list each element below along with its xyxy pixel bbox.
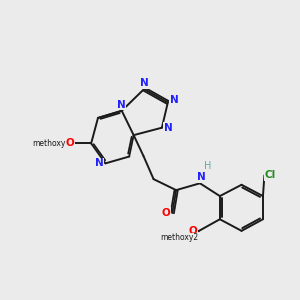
Text: O: O [161,208,170,218]
Text: H: H [204,161,211,171]
Text: N: N [94,158,103,168]
Text: N: N [197,172,206,182]
Text: N: N [164,123,173,133]
Text: Cl: Cl [265,170,276,180]
Text: methoxy: methoxy [32,139,66,148]
Text: O: O [189,226,197,236]
Text: N: N [117,100,125,110]
Text: O: O [66,139,74,148]
Text: N: N [140,78,148,88]
Text: methoxy2: methoxy2 [161,233,199,242]
Text: N: N [170,95,179,105]
